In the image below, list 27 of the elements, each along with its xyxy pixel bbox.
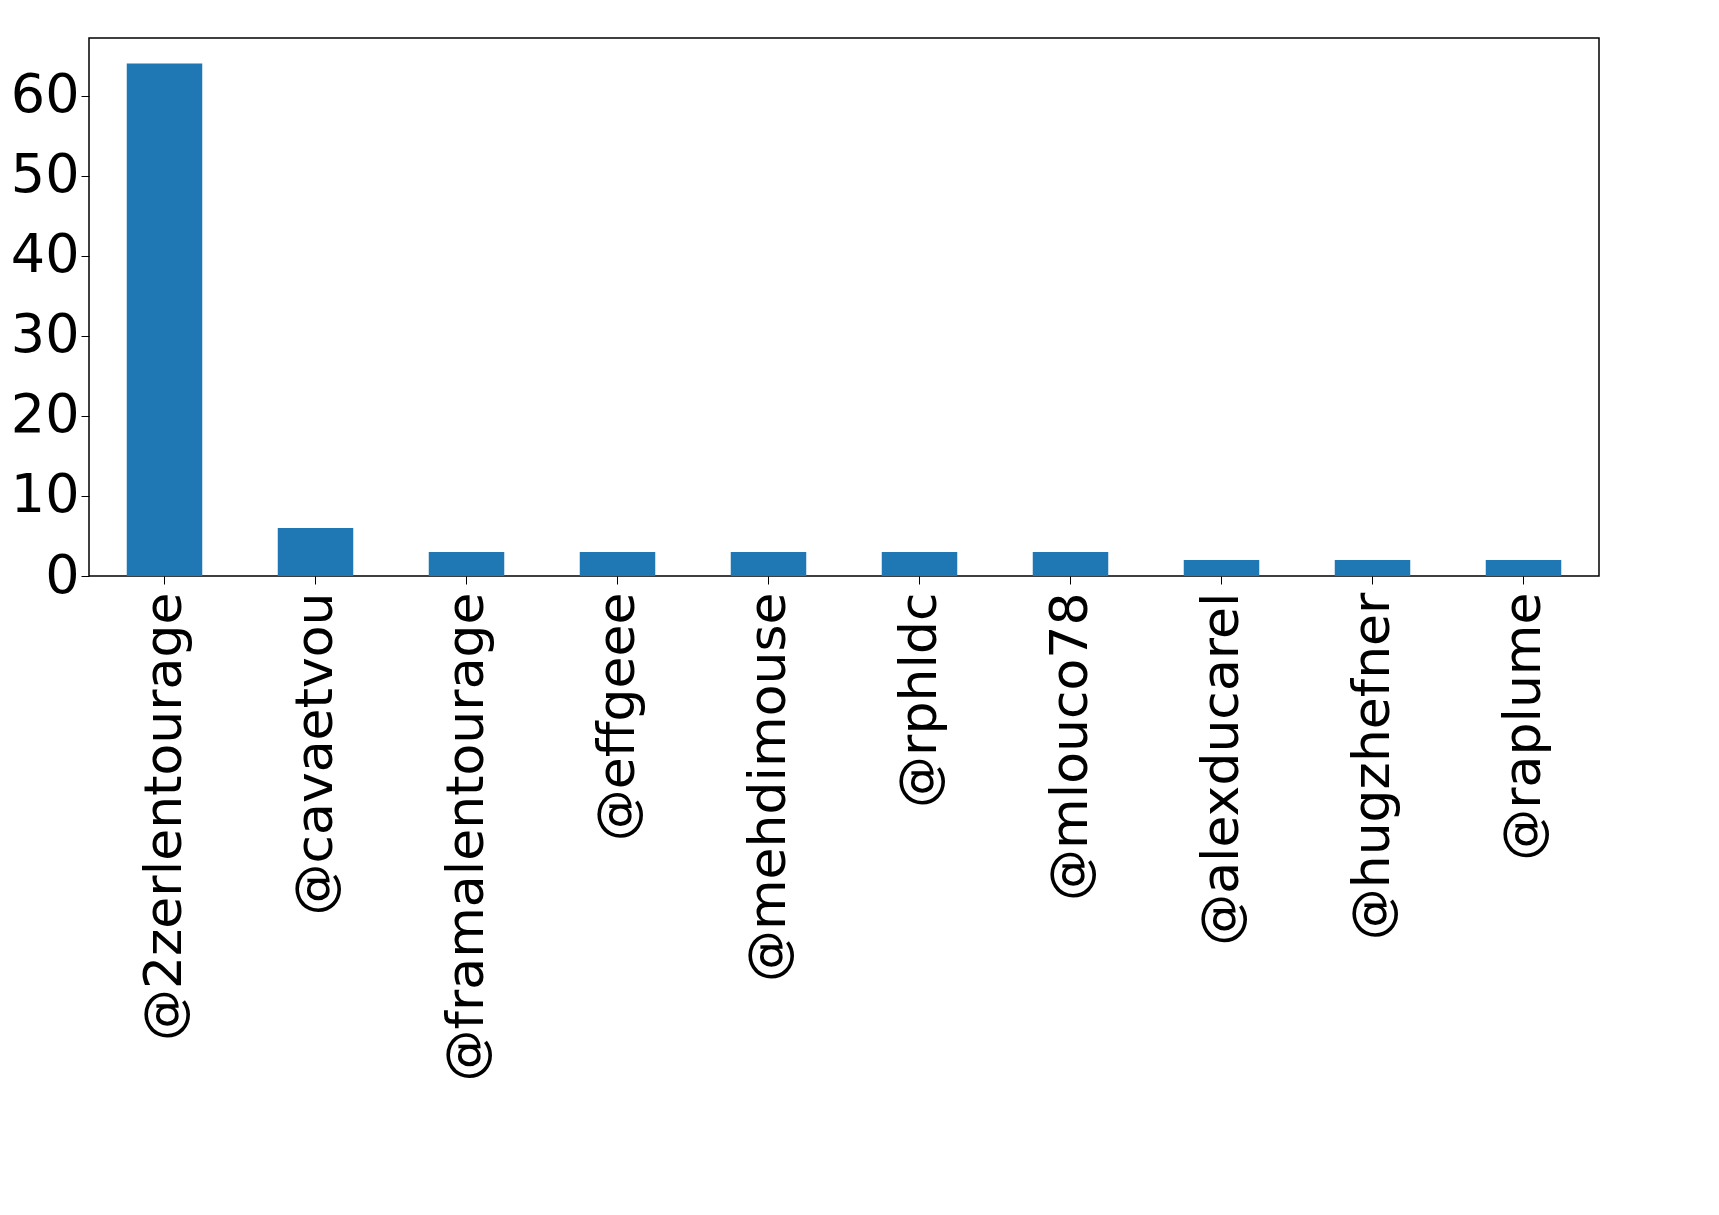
bar <box>1032 551 1109 576</box>
y-tick-label: 10 <box>10 462 80 526</box>
y-tick-label: 40 <box>10 222 80 286</box>
x-tick-label: @mlouco78 <box>1038 592 1099 901</box>
x-tick-label: @rphldc <box>887 592 948 808</box>
x-tick-label: @effgeee <box>585 592 646 842</box>
x-tick-label: @cavaetvou <box>283 592 344 916</box>
x-tick-label: @mehdimouse <box>736 592 797 983</box>
x-tick-label: @alexducarel <box>1189 592 1250 946</box>
bar <box>579 551 656 576</box>
y-tick-label: 0 <box>45 542 80 606</box>
y-tick-label: 50 <box>10 142 80 206</box>
y-tick-label: 20 <box>10 382 80 446</box>
bar <box>1485 559 1562 576</box>
x-tick-label: @hugzhefner <box>1340 591 1401 941</box>
bar <box>1183 559 1260 576</box>
y-tick-label: 30 <box>10 302 80 366</box>
bar <box>730 551 807 576</box>
y-tick-label: 60 <box>10 62 80 126</box>
bar <box>1334 559 1411 576</box>
bar <box>277 527 354 576</box>
bar <box>881 551 958 576</box>
bar <box>126 63 203 576</box>
x-tick-label: @2zerlentourage <box>132 592 193 1042</box>
x-tick-label: @raplume <box>1491 592 1552 861</box>
x-tick-label: @framalentourage <box>434 592 495 1082</box>
bar <box>428 551 505 576</box>
